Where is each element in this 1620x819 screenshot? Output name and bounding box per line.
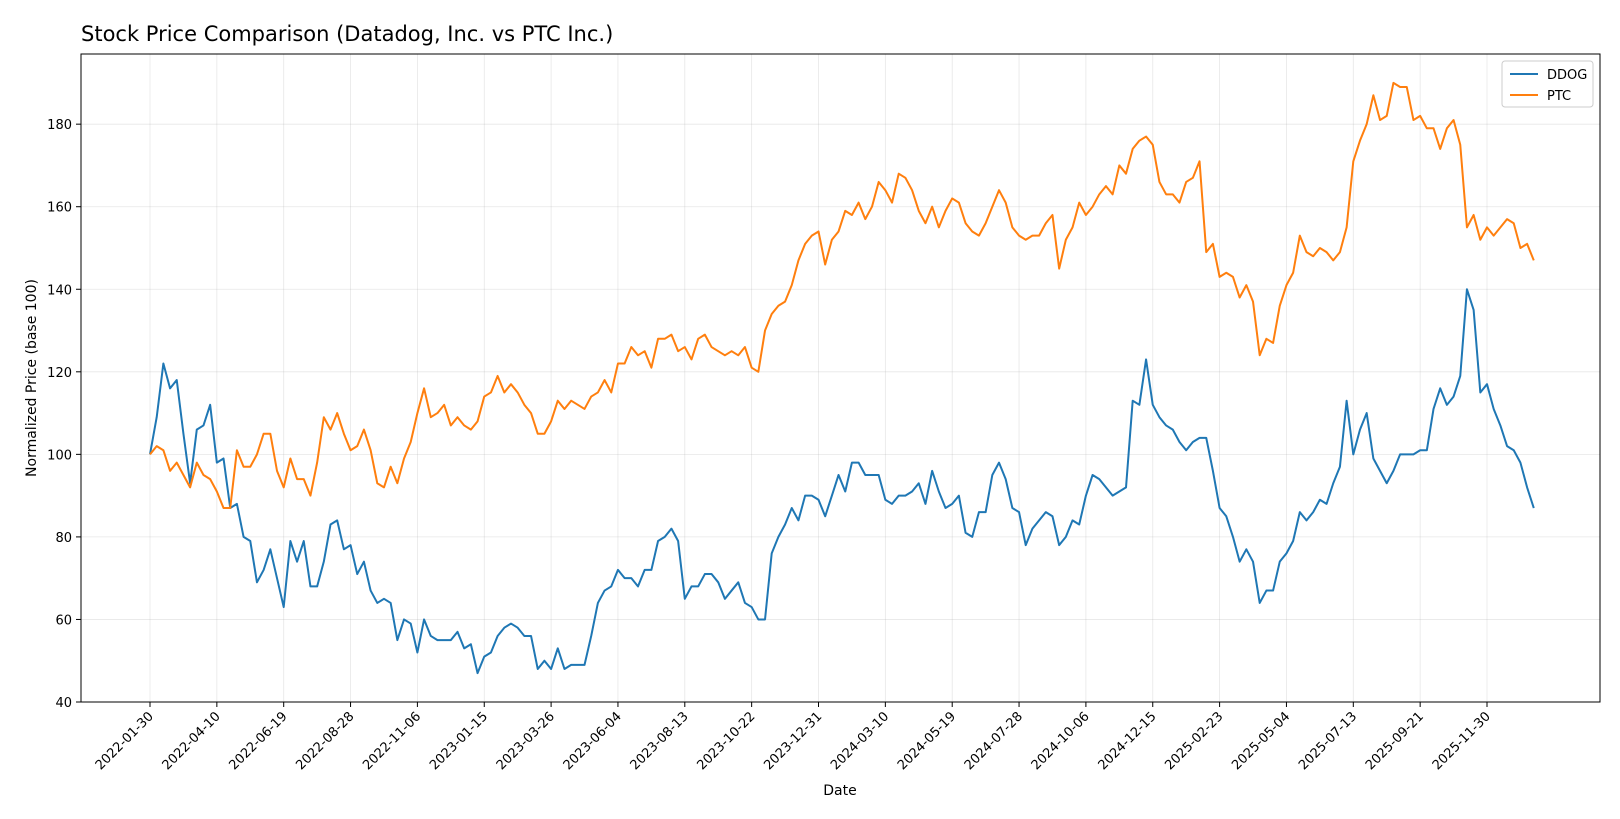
- y-tick-label: 100: [47, 448, 72, 463]
- series-line-ptc: [149, 81, 1535, 510]
- y-tick-label: 180: [47, 118, 72, 133]
- legend-label-ptc: PTC: [1547, 89, 1571, 104]
- plot-frame: [80, 53, 1601, 703]
- legend-label-ddog: DDOG: [1547, 68, 1587, 83]
- y-tick-label: 160: [47, 201, 72, 216]
- legend: DDOG PTC: [1501, 60, 1594, 108]
- series-line-ddog: [149, 288, 1535, 675]
- x-axis-label: Date: [823, 783, 856, 799]
- y-tick-label: 40: [55, 696, 72, 711]
- y-tick-label: 60: [55, 613, 72, 628]
- y-axis-ticks: 40 60 80 100 120 140 160 180: [47, 118, 81, 711]
- y-tick-label: 120: [47, 366, 72, 381]
- y-axis-label: Normalized Price (base 100): [24, 279, 40, 477]
- series-lines: [149, 81, 1535, 675]
- y-tick-label: 80: [55, 531, 72, 546]
- y-tick-label: 140: [47, 283, 72, 298]
- chart-title: Stock Price Comparison (Datadog, Inc. vs…: [81, 22, 613, 46]
